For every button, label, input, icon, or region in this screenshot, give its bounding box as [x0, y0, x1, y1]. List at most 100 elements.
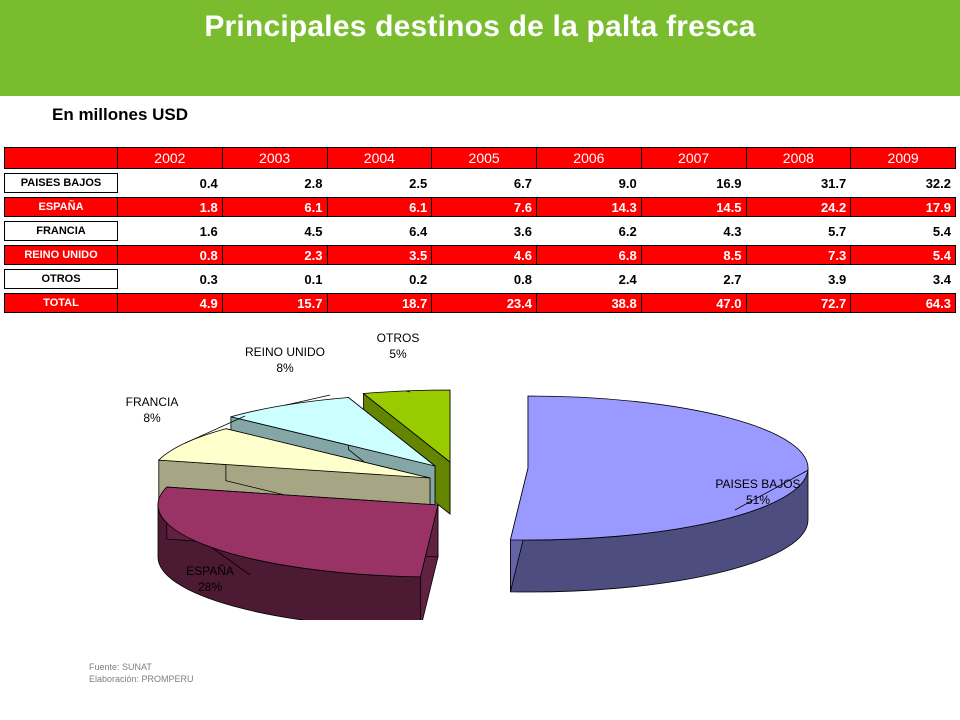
table-cell: 32.2 [850, 173, 956, 193]
table-cell: 5.4 [850, 221, 956, 241]
table-cell: 0.8 [431, 269, 537, 289]
table-header-row: 2002 2003 2004 2005 2006 2007 2008 2009 [4, 147, 956, 169]
pie-slice [157, 486, 439, 578]
table-cell: 0.2 [326, 269, 433, 289]
table-cell: 2.3 [221, 245, 328, 265]
table-cell: 0.3 [117, 269, 223, 289]
table-cell: 6.8 [536, 245, 642, 265]
table-body: PAISES BAJOS 0.4 2.8 2.5 6.7 9.0 16.9 31.7 32.2 E… [4, 168, 956, 313]
title-banner: Principales destinos de la palta fresca [0, 0, 960, 96]
table-cell: 64.3 [850, 293, 956, 313]
table-cell: 8.5 [640, 245, 747, 265]
table-row: OTROS 0.3 0.1 0.2 0.8 2.4 2.7 3.9 3.4 [4, 269, 956, 289]
table-cell: 4.3 [640, 221, 747, 241]
pie-leader-line [284, 394, 331, 406]
table-cell: 15.7 [221, 293, 328, 313]
table-row: REINO UNIDO 0.8 2.3 3.5 4.6 6.8 8.5 7.3 5.4 [4, 245, 956, 265]
row-spacer-cell [4, 192, 956, 198]
table-cell: 6.7 [431, 173, 537, 193]
row-spacer-cell [4, 240, 956, 246]
table-cell: 4.9 [117, 293, 223, 313]
table-cell: 1.6 [117, 221, 223, 241]
table-cell: 3.5 [326, 245, 433, 265]
row-spacer [4, 264, 956, 270]
units-subtitle: En millones USD [52, 105, 189, 124]
pie-slice-percent: 28% [198, 580, 222, 594]
table-cell: 4.5 [221, 221, 328, 241]
table-cell: 17.9 [850, 197, 956, 217]
table-cell: 6.1 [221, 197, 328, 217]
table-cell: 24.2 [745, 197, 852, 217]
pie-slice-name: FRANCIA [126, 395, 179, 409]
table-cell: 6.2 [536, 221, 642, 241]
year-header: 2003 [221, 147, 328, 169]
table-row: TOTAL 4.9 15.7 18.7 23.4 38.8 47.0 72.7 64.3 [4, 293, 956, 313]
row-label: TOTAL [4, 293, 118, 313]
table-row: ESPAÑA 1.8 6.1 6.1 7.6 14.3 14.5 24.2 17.9 [4, 197, 956, 217]
table-cell: 14.3 [536, 197, 642, 217]
pie-leader-line [184, 415, 246, 444]
table-cell: 6.1 [326, 197, 433, 217]
year-header: 2006 [536, 147, 642, 169]
row-spacer-cell [4, 168, 956, 174]
pie-slice-percent: 51% [746, 493, 770, 507]
table-cell: 6.4 [326, 221, 433, 241]
table-cell: 9.0 [536, 173, 642, 193]
table-cell: 3.9 [745, 269, 852, 289]
table-cell: 0.1 [221, 269, 328, 289]
table-cell: 72.7 [745, 293, 852, 313]
table-cell: 4.6 [431, 245, 537, 265]
pie-slice-name: REINO UNIDO [245, 345, 325, 359]
table-corner-cell [4, 147, 118, 169]
data-table: 2002 2003 2004 2005 2006 2007 2008 2009 … [4, 147, 956, 313]
page-title: Principales destinos de la palta fresca [204, 10, 756, 43]
pie-leader-line [406, 390, 411, 393]
pie-slice-name: OTROS [377, 331, 420, 345]
table-cell: 18.7 [326, 293, 433, 313]
year-header: 2007 [640, 147, 747, 169]
row-spacer-cell [4, 264, 956, 270]
row-spacer [4, 168, 956, 174]
row-label: REINO UNIDO [4, 245, 118, 265]
table-cell: 0.8 [117, 245, 223, 265]
table-cell: 23.4 [431, 293, 537, 313]
table-row: FRANCIA 1.6 4.5 6.4 3.6 6.2 4.3 5.7 5.4 [4, 221, 956, 241]
table-cell: 7.6 [431, 197, 537, 217]
row-spacer [4, 288, 956, 294]
pie-slice-percent: 8% [276, 361, 294, 375]
row-spacer-cell [4, 288, 956, 294]
year-header: 2005 [431, 147, 537, 169]
table-cell: 2.7 [640, 269, 747, 289]
row-label: PAISES BAJOS [4, 173, 118, 193]
pie-slice-name: PAISES BAJOS [715, 477, 800, 491]
table-cell: 47.0 [640, 293, 747, 313]
row-label: OTROS [4, 269, 118, 289]
table-cell: 0.4 [117, 173, 223, 193]
table-cell: 2.5 [326, 173, 433, 193]
year-header: 2004 [326, 147, 433, 169]
table-cell: 3.6 [431, 221, 537, 241]
table-cell: 38.8 [536, 293, 642, 313]
pie-slice-percent: 8% [143, 411, 161, 425]
row-spacer [4, 240, 956, 246]
pie-slice-name: ESPAÑA [186, 564, 234, 578]
pie-slice-percent: 5% [389, 347, 407, 361]
row-label: FRANCIA [4, 221, 118, 241]
year-header: 2002 [117, 147, 223, 169]
year-header: 2009 [850, 147, 956, 169]
row-spacer-cell [4, 216, 956, 222]
table-cell: 16.9 [640, 173, 747, 193]
table-cell: 2.8 [221, 173, 328, 193]
year-header: 2008 [745, 147, 852, 169]
row-spacer [4, 192, 956, 198]
pie-leader-line [211, 546, 251, 576]
pie-chart: PAISES BAJOS 51% ESPAÑA 28% FRANCIA 8% REINO U… [126, 331, 809, 620]
source-line: Fuente: SUNAT [89, 662, 152, 672]
row-label: ESPAÑA [4, 197, 118, 217]
table-cell: 1.8 [117, 197, 223, 217]
pie-leader-line [734, 469, 809, 511]
elaboration-line: Elaboración: PROMPERU [89, 674, 194, 684]
table-cell: 5.4 [850, 245, 956, 265]
row-spacer [4, 216, 956, 222]
table-cell: 14.5 [640, 197, 747, 217]
